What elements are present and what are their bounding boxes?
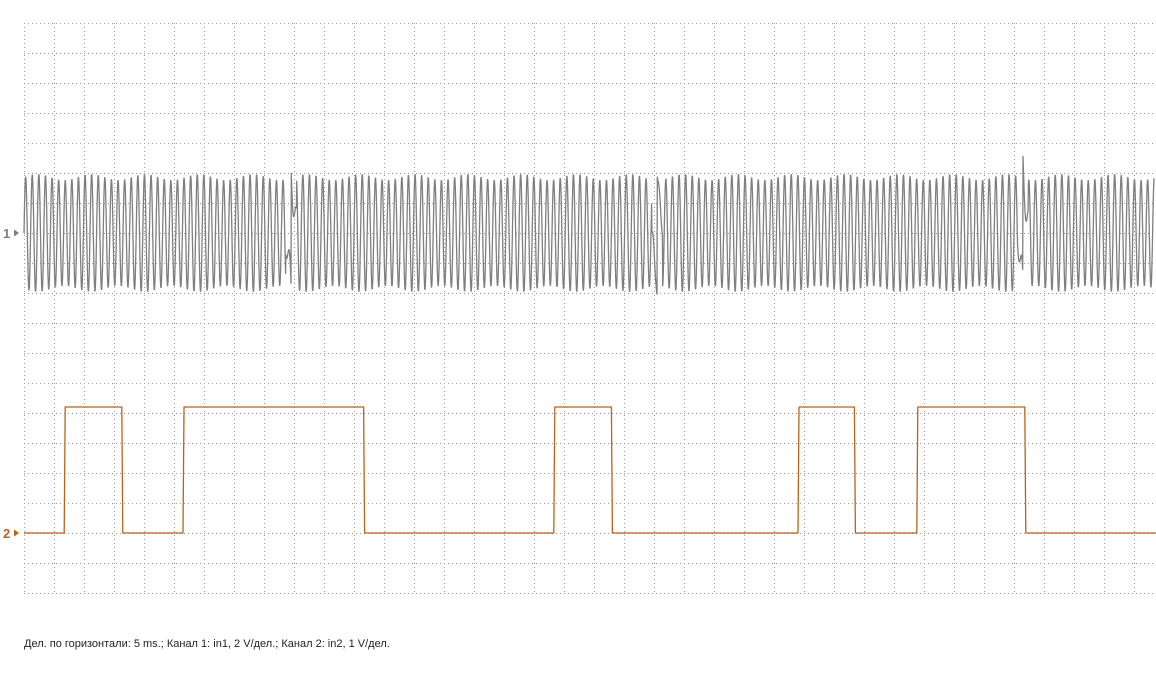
channel-1-arrow-icon [14,229,19,237]
traces [23,155,1156,534]
channel-2-arrow-icon [14,529,19,537]
channel-2-trace [24,406,1156,534]
channel-2-marker: 2 [3,526,10,541]
channel-markers: 12 [3,226,19,541]
grid [24,23,1156,594]
channel-1-trace [23,155,1155,295]
scale-caption: Дел. по горизонтали: 5 ms.; Канал 1: in1… [24,638,390,650]
channel-1-marker: 1 [3,226,10,241]
